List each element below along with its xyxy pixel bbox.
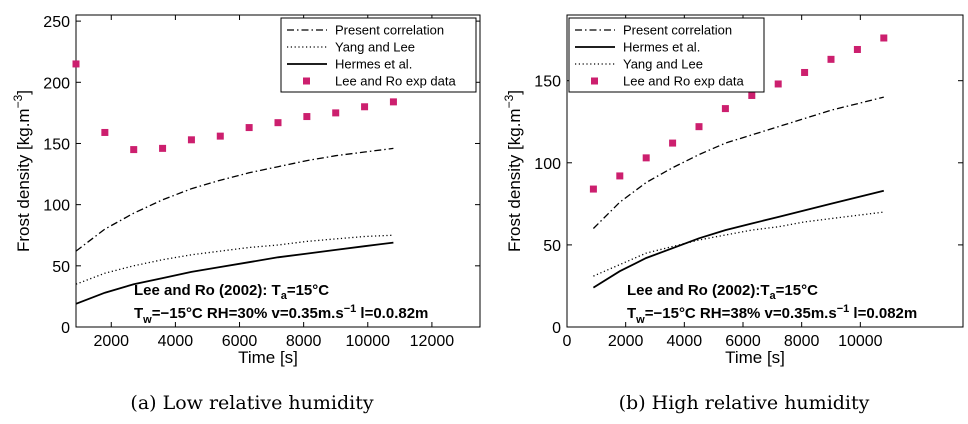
legend-swatch [303,77,310,85]
legend-label: Yang and Lee [623,57,703,72]
chart-panel-a: 2000 4000 6000 8000 10000 12000 0 50 100 150 200 25… [11,14,481,414]
series-line [592,189,885,289]
legend-label: Hermes et al. [623,40,700,55]
data-point [216,132,224,140]
data-point [695,123,703,131]
legend-label: Lee and Ro exp data [623,74,744,89]
data-point [853,45,861,53]
x-tick-label: 4000 [667,333,703,350]
series-line [75,147,394,252]
x-tick-label: 12000 [410,333,455,350]
x-tick-label: 0 [563,333,572,350]
series-line [75,241,394,305]
legend-item: Present correlation [575,23,732,38]
legend: Present correlation Hermes et al. Yang and… [568,17,765,93]
annotation-line-2: Tw=−15°C RH=30% v=0.35m.s−1 l=0.0.82m [134,303,428,326]
legend-label: Lee and Ro exp data [335,74,456,89]
x-axis-label: Time [s] [725,348,785,367]
series-line [592,96,884,229]
y-tick-label: 100 [534,156,561,173]
y-tick-label: 0 [552,320,561,337]
legend-item: Present correlation [287,23,444,38]
plot-frame [75,14,481,328]
legend-box [280,17,477,93]
annotation-line-1: Lee and Ro (2002): Ta=15°C [134,282,329,302]
data-point [589,185,597,193]
series-line [593,211,884,277]
x-tick-label: 6000 [222,333,258,350]
x-tick-label: 8000 [286,333,322,350]
legend-box [568,17,765,93]
data-point [774,80,782,88]
series-present-correlation [592,96,884,229]
legend-item: Hermes et al. [287,57,412,72]
legend-item: Lee and Ro exp data [303,74,456,89]
data-point [130,146,138,154]
series-hermes-et-al- [592,189,885,289]
figure-caption: (b) High relative humidity [619,392,870,414]
y-tick-label: 150 [534,74,561,91]
y-tick-label: 200 [43,75,70,92]
annotation-line-2: Tw=−15°C RH=38% v=0.35m.s−1 l=0.082m [627,303,917,326]
legend-label: Yang and Lee [335,40,415,55]
data-point [274,119,282,127]
y-axis-label: Frost density [kg.m−3] [11,90,33,252]
data-point [245,124,253,132]
series-lee-and-ro-exp-data [589,34,888,193]
data-point [801,68,809,76]
y-tick-label: 50 [543,238,561,255]
data-point [303,113,311,121]
legend-label: Hermes et al. [335,57,412,72]
chart-panel-b: 0 2000 4000 6000 8000 10000 0 50 100 150 Time [s] F… [502,14,964,414]
data-point [361,103,369,111]
series-present-correlation [75,147,394,252]
series-lee-and-ro-exp-data [72,60,397,154]
annotation-line-1: Lee and Ro (2002):Ta=15°C [627,282,818,302]
x-tick-label: 10000 [346,333,391,350]
series-hermes-et-al- [75,241,394,305]
data-point [642,154,650,162]
legend-item: Lee and Ro exp data [591,74,744,89]
data-point [748,91,756,99]
figure-caption: (a) Low relative humidity [130,392,373,414]
x-tick-label: 8000 [784,333,820,350]
x-tick-label: 2000 [608,333,644,350]
y-tick-label: 150 [43,136,70,153]
legend: Present correlation Yang and Lee Hermes et… [280,17,477,93]
y-tick-label: 250 [43,14,70,31]
data-point [72,60,80,68]
y-tick-label: 50 [52,259,70,276]
data-point [389,98,397,106]
x-axis-label: Time [s] [238,348,298,367]
legend-item: Yang and Lee [575,57,703,72]
legend-swatch [591,77,598,85]
data-point [332,109,340,117]
data-point [101,128,109,136]
y-tick-label: 100 [43,198,70,215]
legend-item: Yang and Lee [287,40,415,55]
legend-item: Hermes et al. [575,40,700,55]
data-point [827,55,835,63]
series-line [75,234,394,285]
legend-label: Present correlation [335,23,444,38]
series-yang-and-lee [75,234,394,285]
x-tick-label: 6000 [725,333,761,350]
y-axis-label: Frost density [kg.m−3] [502,90,524,252]
x-tick-label: 2000 [93,333,129,350]
legend-label: Present correlation [623,23,732,38]
data-point [159,144,167,152]
data-point [616,172,624,180]
y-tick-label: 0 [61,320,70,337]
plot-frame [566,14,964,328]
x-tick-label: 4000 [158,333,194,350]
data-point [669,139,677,147]
data-point [187,136,195,144]
data-point [721,105,729,113]
x-tick-label: 10000 [838,333,883,350]
series-yang-and-lee [593,211,884,277]
data-point [880,34,888,42]
